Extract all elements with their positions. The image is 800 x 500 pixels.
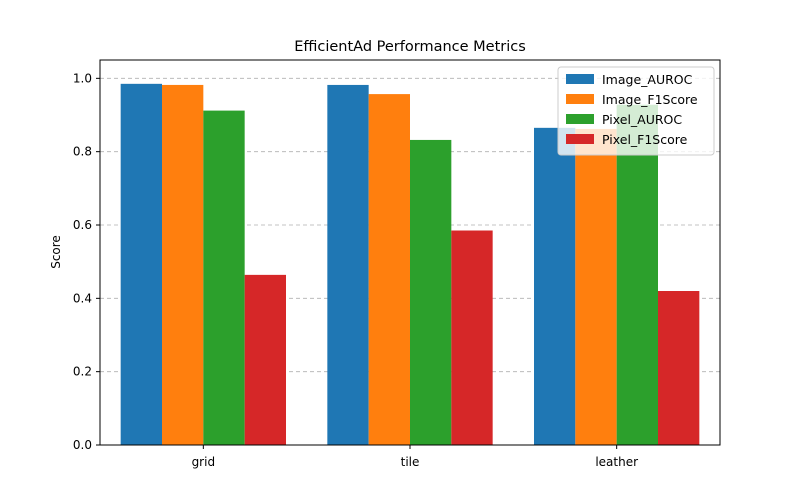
legend-box bbox=[557, 66, 715, 156]
y-axis-title: Score bbox=[49, 235, 63, 269]
y-tick-label: 1.0 bbox=[73, 71, 92, 85]
bar-pixel-f1score-leather bbox=[658, 291, 700, 445]
legend-label: Image_AUROC bbox=[602, 72, 693, 87]
x-axis: grid tile leather bbox=[192, 445, 638, 469]
y-tick-label: 0.2 bbox=[73, 365, 92, 379]
y-tick-label: 0.0 bbox=[73, 438, 92, 452]
legend-label: Image_F1Score bbox=[602, 92, 698, 107]
y-tick-label: 0.8 bbox=[73, 145, 92, 159]
x-tick-label: leather bbox=[595, 455, 638, 469]
bar-pixel-auroc-leather bbox=[616, 104, 658, 445]
bar-image-auroc-leather bbox=[534, 127, 576, 445]
bar-pixel-f1score-grid bbox=[244, 274, 286, 445]
legend-swatch bbox=[566, 94, 594, 104]
y-axis: 0.0 0.2 0.4 0.6 0.8 1.0 bbox=[73, 71, 100, 452]
legend-label: Pixel_F1Score bbox=[602, 132, 688, 147]
y-tick-label: 0.6 bbox=[73, 218, 92, 232]
bar-image-f1score-leather bbox=[575, 128, 617, 445]
bar-pixel-auroc-tile bbox=[410, 139, 452, 445]
legend: Image_AUROC Image_F1Score Pixel_AUROC Pixel… bbox=[557, 66, 715, 156]
bar-pixel-auroc-grid bbox=[203, 110, 245, 445]
bar-image-f1score-tile bbox=[368, 94, 410, 445]
bar-image-f1score-grid bbox=[162, 84, 204, 445]
y-tick-label: 0.4 bbox=[73, 291, 92, 305]
chart-title: EfficientAd Performance Metrics bbox=[294, 39, 526, 55]
legend-swatch bbox=[566, 74, 594, 84]
x-tick-label: grid bbox=[192, 455, 216, 469]
x-tick-label: tile bbox=[401, 455, 420, 469]
legend-swatch bbox=[566, 134, 594, 144]
legend-swatch bbox=[566, 114, 594, 124]
bar-image-auroc-tile bbox=[327, 84, 369, 445]
legend-label: Pixel_AUROC bbox=[602, 112, 682, 127]
bar-pixel-f1score-tile bbox=[451, 230, 493, 445]
bar-image-auroc-grid bbox=[120, 83, 162, 445]
bars bbox=[120, 83, 700, 445]
